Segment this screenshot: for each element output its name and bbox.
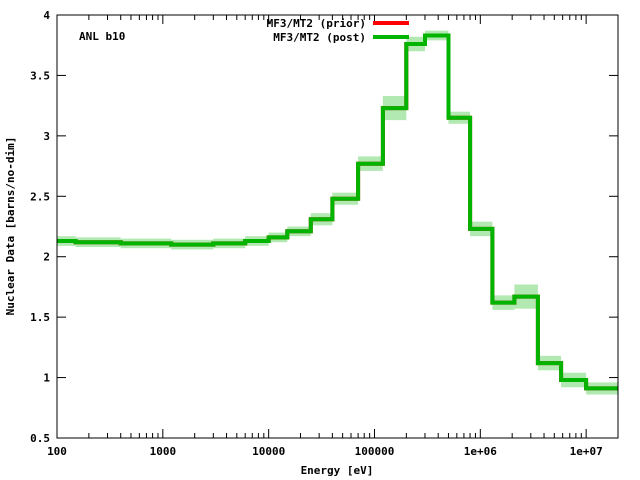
x-tick-label: 10000: [252, 445, 285, 458]
legend-prior-label: MF3/MT2 (prior): [267, 17, 366, 30]
series-post-line: [57, 33, 618, 391]
y-tick-label: 4: [43, 9, 50, 22]
x-tick-label: 1e+07: [570, 445, 603, 458]
uncertainty-band: [57, 30, 618, 395]
legend-post-label: MF3/MT2 (post): [273, 31, 366, 44]
series-prior: [57, 33, 618, 391]
y-tick-label: 3: [43, 130, 50, 143]
x-tick-label: 100000: [355, 445, 395, 458]
annotation-label: ANL b10: [79, 30, 125, 43]
x-tick-labels: 100 1000 10000 100000 1e+06 1e+07: [47, 445, 603, 458]
y-tick-label: 2.5: [30, 190, 50, 203]
x-tick-label: 1000: [150, 445, 177, 458]
x-tick-label: 1e+06: [464, 445, 497, 458]
x-tick-label: 100: [47, 445, 67, 458]
y-tick-label: 0.5: [30, 432, 50, 445]
y-tick-label: 1.5: [30, 311, 50, 324]
y-axis-title: Nuclear Data [barns/no-dim]: [4, 137, 17, 316]
series-prior-line: [57, 33, 618, 391]
legend: MF3/MT2 (prior) MF3/MT2 (post): [267, 17, 409, 44]
y-tick-labels: 0.5 1 1.5 2 2.5 3 3.5 4: [30, 9, 50, 445]
plot-frame: [56, 14, 619, 439]
y-tick-label: 3.5: [30, 69, 50, 82]
y-tick-label: 1: [43, 372, 50, 385]
series-post: [57, 33, 618, 391]
x-axis-title: Energy [eV]: [301, 464, 374, 477]
axis-ticks: [56, 14, 619, 439]
y-tick-label: 2: [43, 251, 50, 264]
